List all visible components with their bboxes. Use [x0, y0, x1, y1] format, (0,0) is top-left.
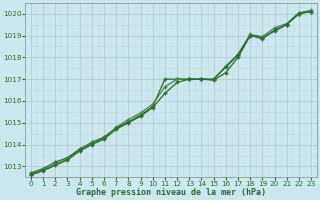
X-axis label: Graphe pression niveau de la mer (hPa): Graphe pression niveau de la mer (hPa) — [76, 188, 266, 197]
